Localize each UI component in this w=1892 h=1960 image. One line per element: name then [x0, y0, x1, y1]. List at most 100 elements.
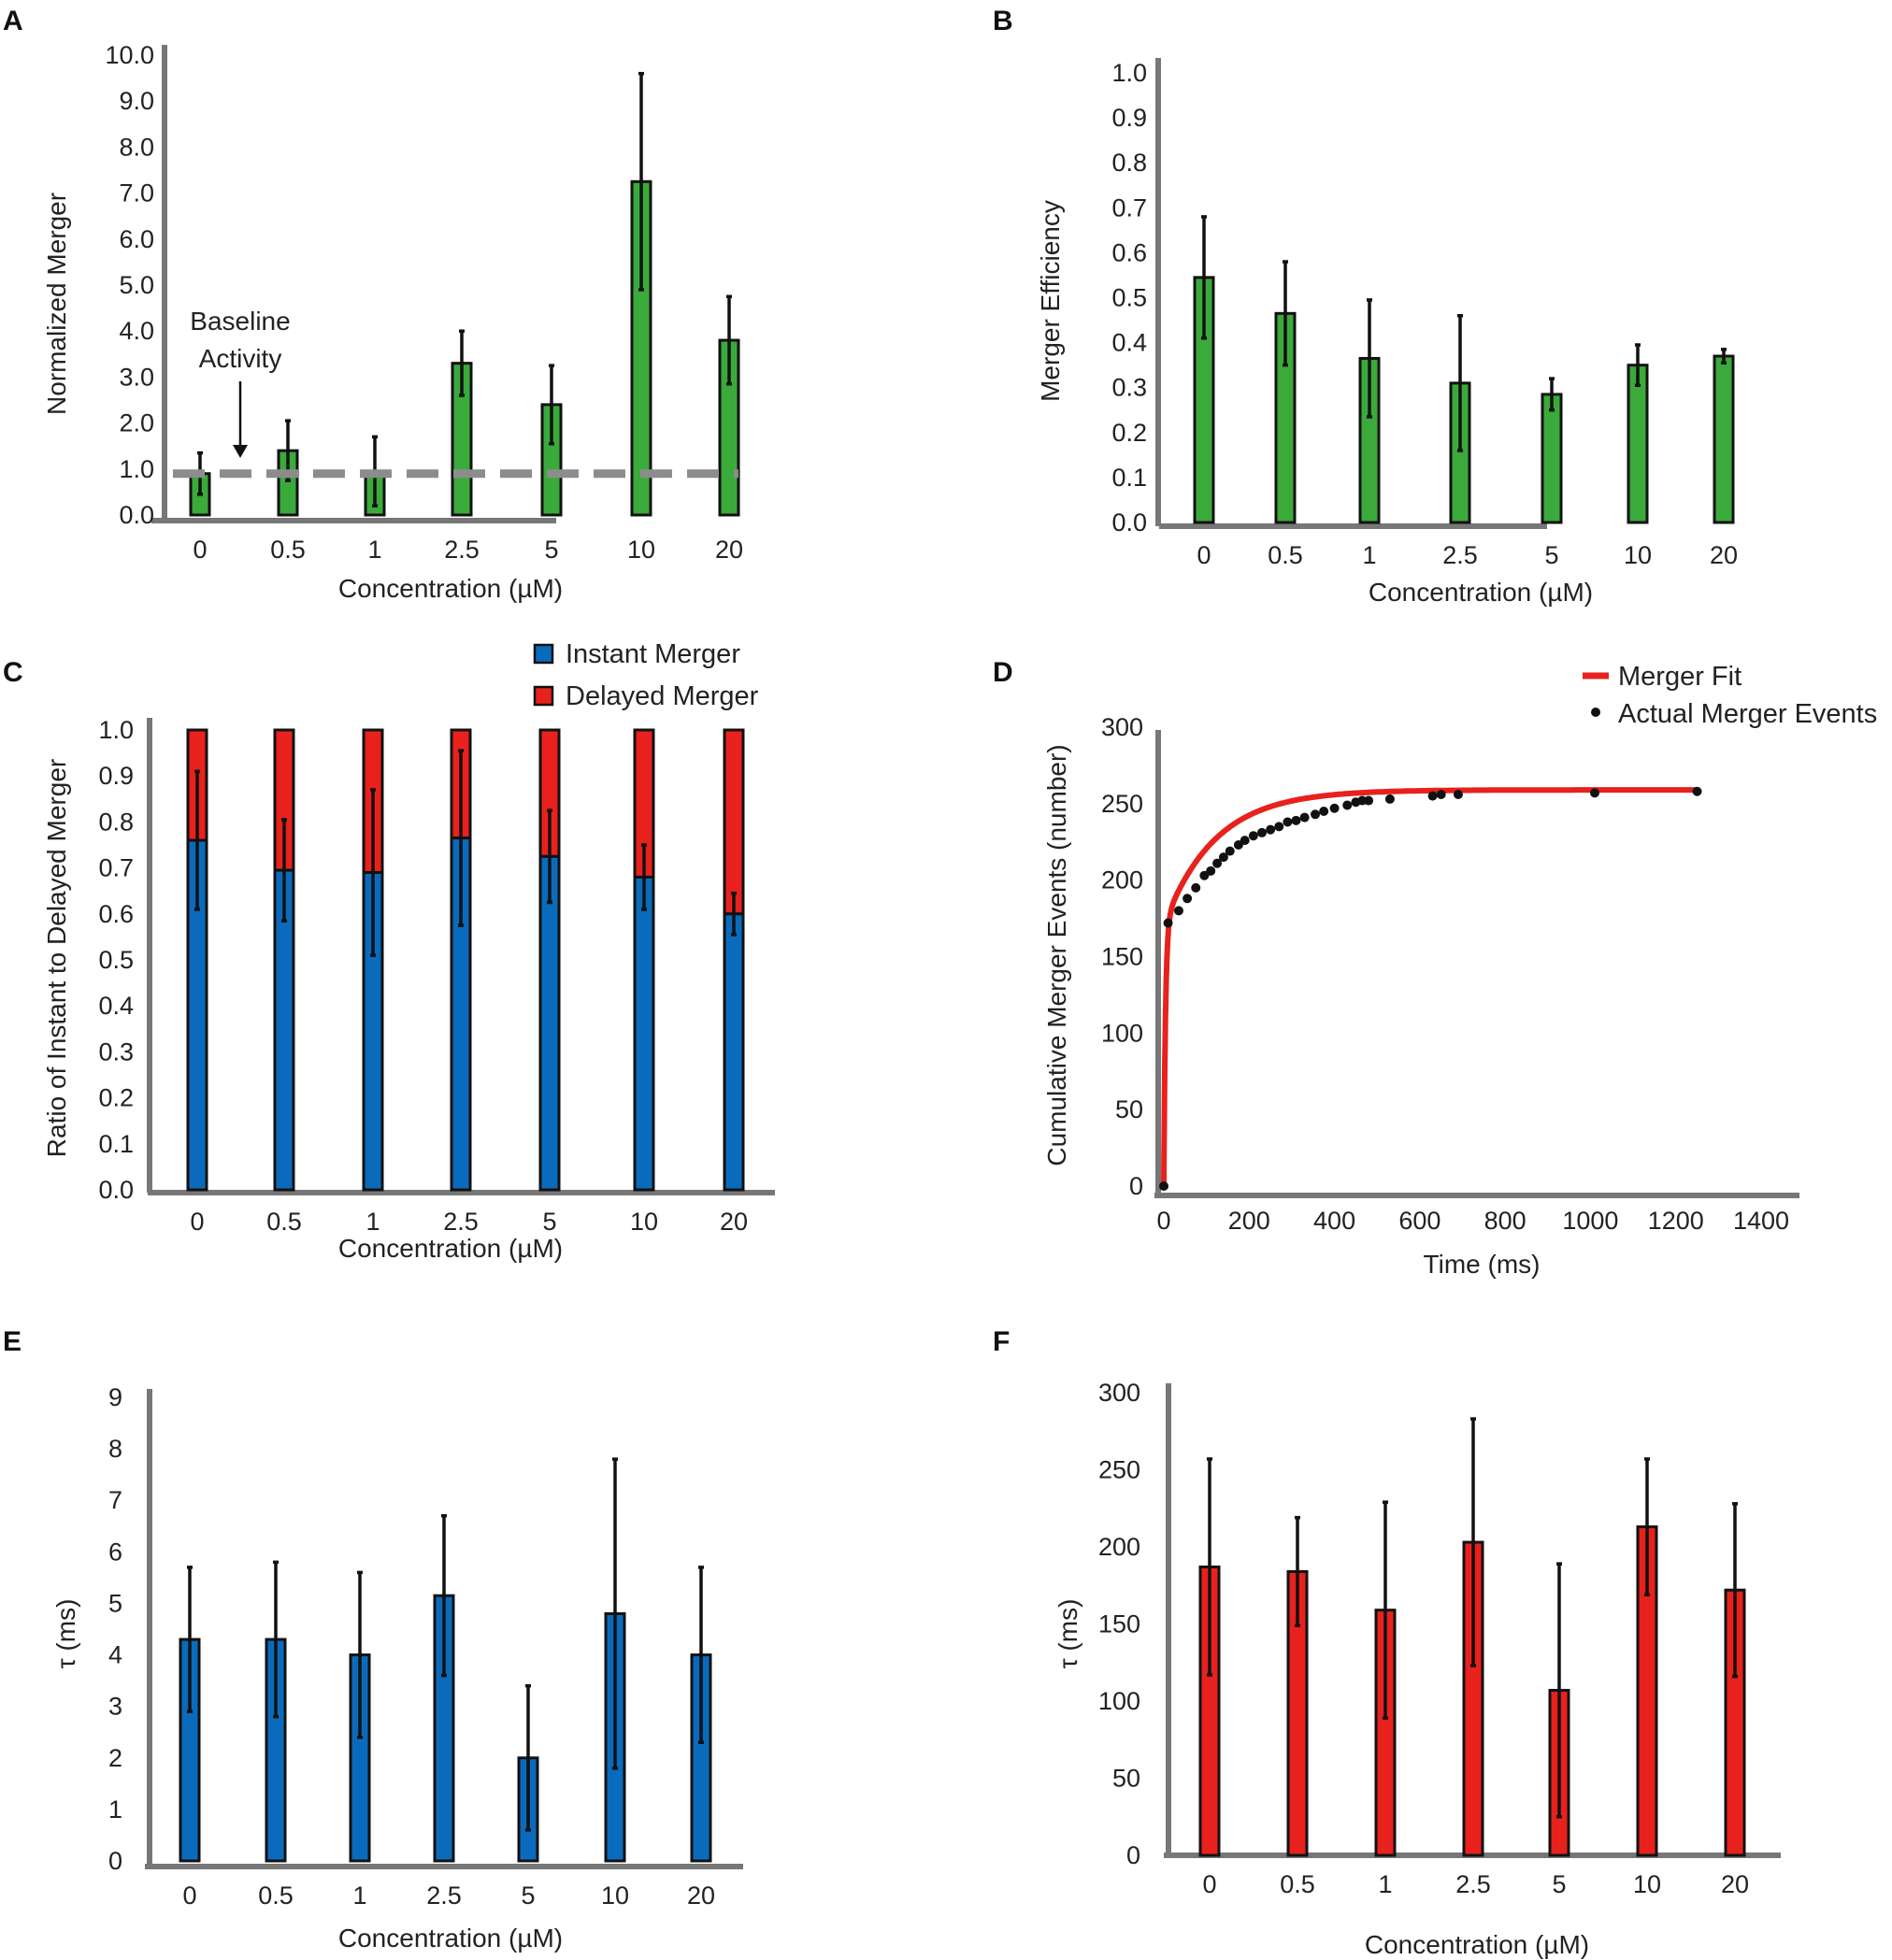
x-tick-label-c: 2.5: [443, 1208, 479, 1236]
y-tick-label-f: 150: [1098, 1610, 1140, 1638]
panel-label-b: B: [993, 6, 1013, 36]
x-tick-label-c: 0: [190, 1208, 204, 1236]
x-tick-label-a: 20: [715, 536, 743, 564]
y-tick-label-a: 4.0: [119, 317, 154, 345]
x-tick-label-d: 1000: [1562, 1207, 1618, 1235]
y-tick-label-e: 0: [108, 1847, 122, 1875]
merger-event-point: [1248, 831, 1258, 841]
chart-c: Concentration (µM) Ratio of Instant to De…: [42, 639, 775, 1263]
y-tick-label-d: 300: [1101, 713, 1143, 741]
merger-event-point: [1453, 790, 1463, 800]
legend-label-instant: Instant Merger: [566, 639, 740, 669]
chart-b: Concentration (µM) Merger Efficiency 0.0 0.…: [1036, 58, 1738, 607]
y-tick-label-d: 250: [1101, 790, 1143, 818]
y-tick-label-b: 0.0: [1111, 508, 1147, 536]
x-tick-label-d: 200: [1228, 1207, 1270, 1235]
y-tick-label-c: 0.7: [98, 854, 134, 882]
panel-label-f: F: [993, 1326, 1010, 1357]
y-tick-label-e: 8: [108, 1435, 122, 1463]
y-tick-label-a: 10.0: [105, 41, 154, 69]
x-tick-label-d: 1200: [1648, 1207, 1704, 1235]
merger-event-point: [1240, 836, 1250, 846]
merger-event-point: [1329, 803, 1340, 813]
y-tick-label-f: 100: [1098, 1687, 1140, 1715]
x-tick-label-e: 1: [352, 1881, 366, 1910]
y-tick-label-a: 7.0: [119, 179, 154, 207]
y-tick-label-c: 1.0: [98, 716, 134, 744]
y-tick-label-e: 9: [108, 1383, 122, 1411]
bar-instant-merger: [633, 875, 655, 1192]
merger-event-point: [1692, 786, 1702, 796]
x-tick-label-c: 5: [542, 1208, 556, 1236]
merger-event-point: [1299, 812, 1310, 823]
y-tick-label-e: 2: [108, 1744, 122, 1772]
merger-event-point: [1173, 906, 1183, 916]
x-tick-label-b: 1: [1362, 541, 1376, 569]
y-tick-label-e: 5: [108, 1589, 122, 1617]
x-tick-label-e: 5: [521, 1881, 535, 1910]
x-axis-label-f: Concentration (µM): [1365, 1930, 1589, 1959]
y-tick-label-b: 0.6: [1111, 238, 1147, 266]
y-tick-label-d: 150: [1101, 943, 1143, 971]
y-tick-label-b: 0.1: [1111, 464, 1147, 492]
merger-event-point: [1291, 815, 1301, 825]
y-axis-label-b: Merger Efficiency: [1036, 200, 1065, 402]
y-tick-label-b: 0.3: [1111, 374, 1147, 402]
merger-event-point: [1384, 794, 1395, 804]
merger-event-point: [1589, 788, 1599, 798]
x-tick-label-e: 0: [182, 1881, 196, 1910]
merger-event-point: [1206, 866, 1216, 876]
y-tick-label-f: 0: [1126, 1841, 1140, 1869]
y-tick-label-b: 0.5: [1111, 284, 1147, 312]
y-tick-label-f: 300: [1098, 1379, 1140, 1407]
y-tick-label-a: 8.0: [119, 133, 154, 161]
baseline-annotation-line1: Baseline: [190, 307, 290, 336]
y-tick-label-e: 3: [108, 1693, 122, 1721]
x-tick-label-b: 0: [1197, 541, 1211, 569]
merger-event-point: [1364, 795, 1374, 806]
y-tick-label-c: 0.2: [98, 1084, 134, 1112]
y-tick-label-f: 200: [1098, 1533, 1140, 1561]
x-tick-label-d: 800: [1484, 1207, 1526, 1235]
merger-event-point: [1427, 791, 1438, 801]
y-tick-label-f: 50: [1112, 1765, 1140, 1793]
merger-event-point: [1319, 807, 1329, 817]
baseline-annotation-line2: Activity: [199, 344, 282, 373]
merger-event-point: [1163, 918, 1173, 928]
y-tick-label-b: 1.0: [1111, 59, 1147, 87]
merger-event-point: [1274, 822, 1284, 832]
x-tick-label-f: 20: [1721, 1870, 1749, 1898]
y-tick-label-c: 0.4: [98, 992, 134, 1020]
y-tick-label-a: 9.0: [119, 87, 154, 115]
bar-instant-merger: [723, 912, 745, 1192]
y-tick-label-a: 5.0: [119, 271, 154, 299]
x-tick-label-d: 0: [1156, 1207, 1170, 1235]
x-tick-label-a: 2.5: [444, 536, 480, 564]
x-tick-label-a: 0: [193, 536, 207, 564]
chart-d: Time (ms) Cumulative Merger Events (numbe…: [1042, 662, 1877, 1279]
y-tick-label-c: 0.9: [98, 762, 134, 790]
bar-instant-merger: [538, 854, 561, 1192]
legend-label-events: Actual Merger Events: [1618, 699, 1877, 729]
x-tick-label-d: 400: [1313, 1207, 1355, 1235]
x-tick-label-b: 0.5: [1268, 541, 1303, 569]
merger-event-point: [1342, 800, 1353, 810]
x-tick-label-f: 0: [1202, 1870, 1216, 1898]
y-tick-label-f: 250: [1098, 1456, 1140, 1484]
x-tick-label-c: 0.5: [266, 1208, 302, 1236]
baseline-arrow-head: [233, 445, 248, 458]
x-tick-label-d: 1400: [1733, 1207, 1789, 1235]
x-tick-label-b: 5: [1544, 541, 1558, 569]
y-tick-label-d: 100: [1101, 1019, 1143, 1047]
y-tick-label-c: 0.5: [98, 946, 134, 974]
x-axis-label-d: Time (ms): [1424, 1250, 1541, 1279]
y-tick-label-c: 0.1: [98, 1130, 134, 1158]
y-tick-label-a: 6.0: [119, 225, 154, 253]
x-tick-label-a: 5: [544, 536, 558, 564]
y-tick-label-c: 0.6: [98, 900, 134, 928]
panel-label-a: A: [3, 6, 23, 36]
x-tick-label-b: 10: [1624, 541, 1652, 569]
merger-event-point: [1283, 817, 1293, 827]
bar-b: [1541, 393, 1563, 524]
y-tick-label-d: 0: [1129, 1172, 1143, 1200]
